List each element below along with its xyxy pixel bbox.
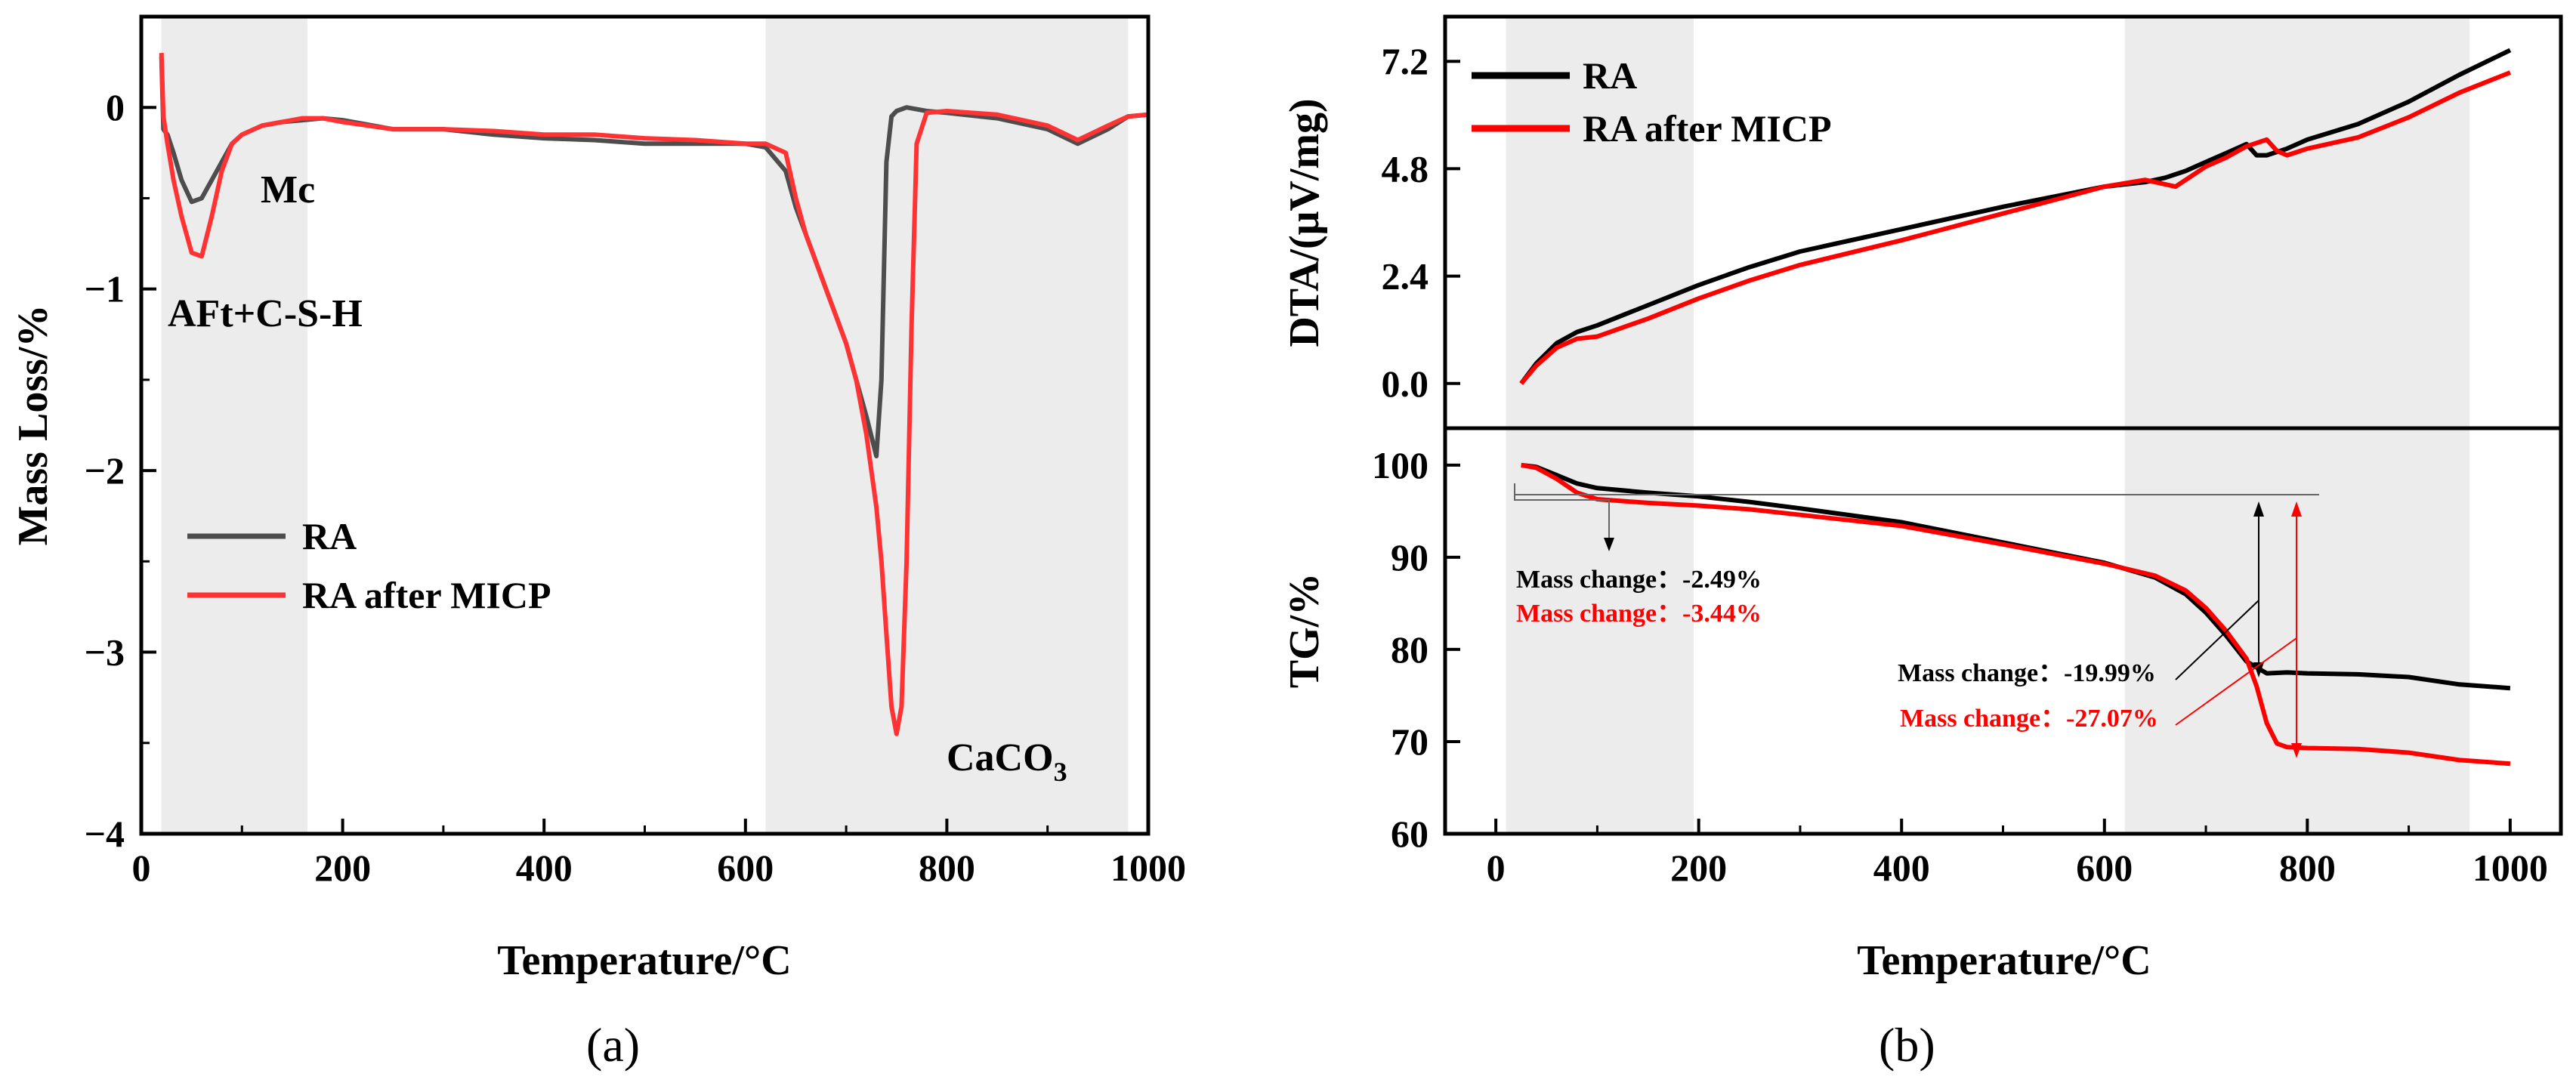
arrow-micp-down: [2291, 743, 2302, 758]
y-tick-label: −3: [85, 631, 125, 674]
shaded-regions: [161, 17, 1129, 834]
y-axis-title: Mass Loss/%: [10, 305, 57, 546]
annotation-ra-high: Mass change：-19.99%: [1898, 659, 2156, 687]
shaded-region-0: [161, 17, 307, 834]
dta-y-ticks: 0.0 2.4 4.8 7.2: [1382, 40, 1460, 405]
panel-label-b: (b): [1879, 1018, 1935, 1072]
x-tick-label: 1000: [2473, 847, 2548, 889]
tg-y-tick-label: 80: [1391, 628, 1429, 671]
annotation-ra-low: Mass change：-2.49%: [1516, 566, 1762, 594]
x-tick-label: 600: [717, 847, 774, 889]
tg-y-tick-label: 60: [1391, 813, 1429, 855]
arrow-micp-up: [2291, 501, 2302, 517]
annotation-micp-high: Mass change：-27.07%: [1900, 705, 2158, 733]
legend-label-micp: RA after MICP: [1583, 107, 1832, 150]
legend: RA RA after MICP: [187, 515, 551, 616]
y-tick-label: −2: [85, 449, 125, 492]
dta-y-tick-label: 7.2: [1382, 40, 1429, 82]
tg-y-tick-label: 100: [1372, 444, 1429, 486]
series-line-ra-after-micp: [159, 53, 1149, 736]
tg-axis-title: TG/%: [1281, 573, 1328, 688]
leader-ra: [2175, 600, 2259, 680]
arrow-ra-up: [2253, 501, 2264, 517]
tg-y-ticks: 60 70 80 90 100: [1372, 444, 1460, 855]
legend-label-ra: RA: [302, 515, 357, 557]
x-tick-label: 0: [1487, 847, 1506, 889]
x-ticks: 0 200 400 600 800 1000: [1487, 819, 2548, 889]
legend-label-micp: RA after MICP: [302, 574, 551, 616]
x-tick-label: 200: [1670, 847, 1727, 889]
x-tick-label: 800: [2279, 847, 2336, 889]
caco3-main: CaCO: [947, 736, 1054, 779]
dta-y-tick-label: 4.8: [1382, 147, 1429, 190]
annotation-aft-csh: AFt+C-S-H: [168, 292, 363, 335]
x-tick-label: 400: [516, 847, 573, 889]
x-axis-title: Temperature/°C: [1857, 937, 2151, 984]
arrow-head-low: [1604, 538, 1614, 551]
data-lines: [159, 53, 1149, 736]
panel-a: 0 200 400 600 800 1000 0 −1 −2 −3 −4 Mc AFt+C-S-H…: [10, 14, 1186, 1072]
panel-label-a: (a): [586, 1018, 640, 1072]
caco3-subscript: 3: [1054, 757, 1067, 787]
dta-line-ra-after-micp: [1519, 70, 2512, 385]
y-tick-label: −4: [85, 813, 125, 855]
shaded-region-0: [1506, 17, 1694, 834]
legend-label-ra: RA: [1583, 54, 1637, 97]
tg-y-tick-label: 70: [1391, 720, 1429, 763]
x-tick-label: 800: [919, 847, 975, 889]
y-ticks: 0 −1 −2 −3 −4: [85, 15, 156, 855]
x-ticks: 0 200 400 600 800 1000: [132, 819, 1186, 889]
leader-micp: [2175, 637, 2297, 726]
x-tick-label: 400: [1873, 847, 1930, 889]
arrow-ra-down: [2253, 662, 2264, 677]
x-tick-label: 200: [314, 847, 371, 889]
x-tick-label: 1000: [1110, 847, 1186, 889]
guide-low-bracket: [1514, 483, 1610, 541]
annotation-caco3: CaCO3: [947, 736, 1067, 787]
tg-y-tick-label: 90: [1391, 536, 1429, 578]
dta-y-tick-label: 2.4: [1382, 255, 1429, 298]
panel-b: 0 200 400 600 800 1000 0.0 2.4 4.8 7.2 60 70 80 90 1…: [1281, 14, 2563, 1072]
x-axis-title: Temperature/°C: [497, 937, 791, 984]
dta-y-tick-label: 0.0: [1382, 363, 1429, 405]
x-tick-label: 600: [2076, 847, 2133, 889]
dta-axis-title: DTA/(μV/mg): [1281, 98, 1328, 347]
legend: RA RA after MICP: [1472, 54, 1832, 150]
dta-lines: [1519, 48, 2512, 385]
annotation-micp-low: Mass change：-3.44%: [1516, 600, 1762, 628]
x-tick-label: 0: [132, 847, 151, 889]
tg-guides: [1514, 483, 2319, 758]
y-tick-label: −1: [85, 268, 125, 310]
shaded-region-1: [765, 17, 1129, 834]
y-tick-label: 0: [106, 86, 125, 128]
annotation-mc: Mc: [261, 168, 315, 211]
